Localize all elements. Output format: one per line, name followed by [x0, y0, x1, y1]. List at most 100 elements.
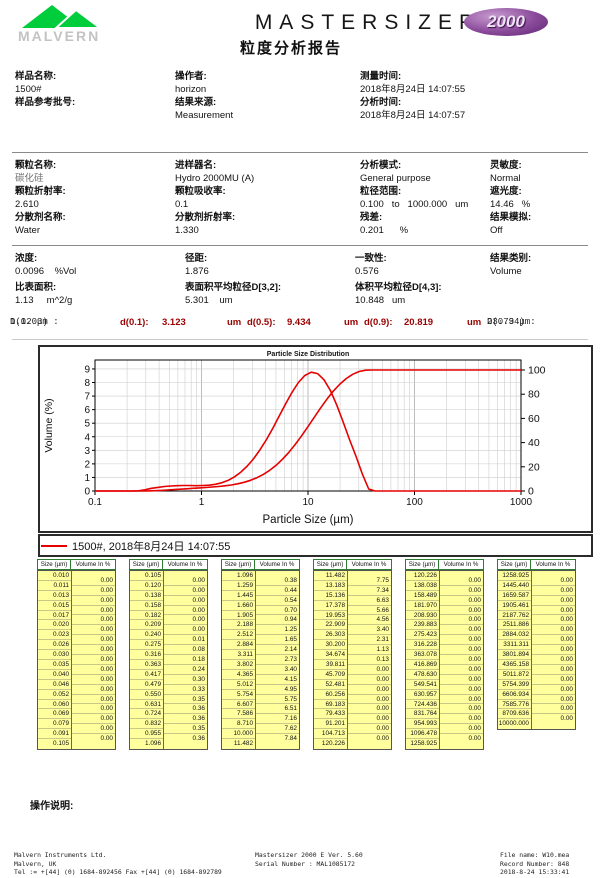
size-cell: 239.883	[406, 620, 439, 631]
uniformity-label: 一致性:	[355, 253, 387, 264]
size-cell: 45.709	[314, 670, 347, 680]
size-cell: 0.105	[53, 740, 69, 748]
result-statistics-column: 径距: 1.876 表面积平均粒径D[3,2]: 5.301 um	[185, 252, 355, 310]
size-cell: 0.363	[130, 660, 163, 670]
volume-cell: 0.00	[72, 576, 115, 586]
volume-weighted-mean-d43-value: 10.848 um	[355, 295, 406, 306]
operation-notes-label: 操作说明:	[30, 801, 74, 812]
malvern-logo: MALVERN	[14, 3, 124, 49]
size-cell: 4.365	[222, 670, 255, 680]
volume-cell: 0.00	[532, 645, 575, 656]
measurement-settings-column: 灵敏度: Normal 遮光度: 14.46 % 结果模拟: Off	[490, 159, 595, 237]
size-cell: 3801.894	[498, 650, 531, 661]
size-column: 11.482 13.183 15.136 17.378 19.953 22.909 26.3…	[314, 571, 347, 749]
footer-file-line: 2018-8-24 15:33:41	[500, 868, 570, 877]
measurement-settings-column: 分析模式: General purpose 粒径范围: 0.100 to 1000.0…	[360, 159, 490, 237]
volume-cell: 7.34	[348, 586, 391, 596]
size-cell: 0.040	[38, 670, 71, 680]
volume-column-header: Volume In %	[439, 559, 484, 570]
report-title: 粒度分析报告	[240, 40, 343, 57]
chart-legend: 1500#, 2018年8月24日 14:07:55	[38, 534, 593, 557]
size-cell: 363.078	[406, 650, 439, 661]
size-column: 1258.925 1445.440 1659.587 1905.461 2187.762…	[498, 571, 531, 729]
size-cell: 831.764	[406, 709, 439, 720]
size-cell: 34.674	[314, 650, 347, 661]
particle-ri-value: 2.610	[15, 199, 39, 210]
y-right-tick-label: 60	[528, 413, 540, 425]
size-cell: 2884.032	[498, 630, 531, 641]
analysis-time-label: 分析时间:	[360, 97, 402, 108]
footer-software-line: Mastersizer 2000 E Ver. 5.60	[255, 851, 363, 859]
size-column-header: Size (µm)	[37, 559, 71, 570]
volume-cell: 0.00	[72, 685, 115, 695]
size-column-header: Size (µm)	[313, 559, 347, 570]
volume-cell: 0.00	[440, 695, 483, 705]
y-left-tick-label: 7	[84, 392, 90, 403]
size-cell: 0.631	[130, 700, 163, 710]
size-table: Size (µm) Volume In % 1.096 1.259 1.445 1.660…	[221, 559, 300, 751]
result-statistics-column: 一致性: 0.576 体积平均粒径D[4,3]: 10.848 um	[355, 252, 490, 310]
concentration-label: 浓度:	[15, 253, 38, 264]
dispersant-ri-label: 分散剂折射率:	[175, 212, 236, 223]
size-cell: 1.096	[222, 571, 255, 581]
particle-ri-label: 颗粒折射率:	[15, 186, 66, 197]
volume-column: 0.00 0.00 0.00 0.00 0.00 0.00 0.00 0.00 0.00 0.00…	[531, 571, 575, 730]
volume-cell: 0.08	[164, 645, 207, 656]
size-cell: 5011.872	[498, 670, 531, 680]
volume-cell: 0.00	[532, 625, 575, 636]
size-cell: 91.201	[314, 719, 347, 730]
volume-cell: 0.70	[256, 606, 299, 616]
volume-cell: 0.00	[348, 675, 391, 685]
volume-cell: 3.40	[348, 625, 391, 636]
size-cell: 7.586	[222, 709, 255, 720]
size-cell: 1445.440	[498, 581, 531, 591]
size-cell: 0.105	[130, 571, 163, 581]
d05-label: d(0.5):	[247, 317, 276, 328]
volume-cell: 1.25	[256, 625, 299, 636]
y-left-tick-label: 4	[84, 432, 90, 443]
size-cell: 0.052	[38, 690, 71, 700]
surface-weighted-mean-d32-label: 表面积平均粒径D[3,2]:	[185, 282, 282, 293]
volume-cell: 0.00	[440, 724, 483, 735]
size-cell: 138.038	[406, 581, 439, 591]
y-left-tick-label: 9	[84, 364, 90, 375]
volume-cell: 0.00	[468, 735, 481, 743]
volume-cell: 0.00	[164, 586, 207, 596]
size-cell: 69.183	[314, 700, 347, 710]
d01-unit: um	[227, 317, 242, 328]
y-left-tick-label: 8	[84, 378, 90, 389]
sample-ref-batch-label: 样品参考批号:	[15, 97, 76, 108]
divider	[12, 152, 588, 153]
size-cell: 316.228	[406, 640, 439, 651]
size-column: 120.226 138.038 158.489 181.970 208.930 239.8…	[406, 571, 439, 749]
x-tick-label: 1000	[510, 497, 533, 508]
size-cell: 3.802	[222, 660, 255, 670]
volume-cell: 0.00	[440, 714, 483, 725]
volume-cell: 0.36	[164, 704, 207, 715]
volume-cell: 0.24	[164, 665, 207, 675]
volume-cell: 0.00	[440, 655, 483, 665]
size-cell: 2.188	[222, 620, 255, 631]
footer-file-line: Record Number: 848	[500, 859, 570, 868]
volume-cell: 0.54	[256, 596, 299, 606]
sensitivity-value: Normal	[490, 173, 521, 184]
size-column-header: Size (µm)	[221, 559, 255, 570]
volume-cell: 0.00	[532, 596, 575, 606]
volume-cell: 2.14	[256, 645, 299, 656]
volume-cell: 0.00	[532, 615, 575, 626]
volume-cell: 0.00	[164, 625, 207, 636]
size-cell: 0.550	[130, 690, 163, 700]
size-cell: 0.017	[38, 611, 71, 621]
operator-label: 操作者:	[175, 71, 207, 82]
size-cell: 60.256	[314, 690, 347, 700]
size-cell: 0.035	[38, 660, 71, 670]
size-cell: 1905.461	[498, 601, 531, 611]
y-left-tick-label: 6	[84, 405, 90, 416]
volume-cell: 4.15	[256, 675, 299, 685]
size-cell: 79.433	[314, 709, 347, 720]
result-statistics-column: 浓度: 0.0096 %Vol 比表面积: 1.13 m^2/g	[15, 252, 185, 310]
volume-cell: 0.01	[164, 635, 207, 646]
y-right-tick-label: 100	[528, 365, 546, 377]
volume-column-header: Volume In %	[71, 559, 116, 570]
size-cell: 6606.934	[498, 690, 531, 700]
